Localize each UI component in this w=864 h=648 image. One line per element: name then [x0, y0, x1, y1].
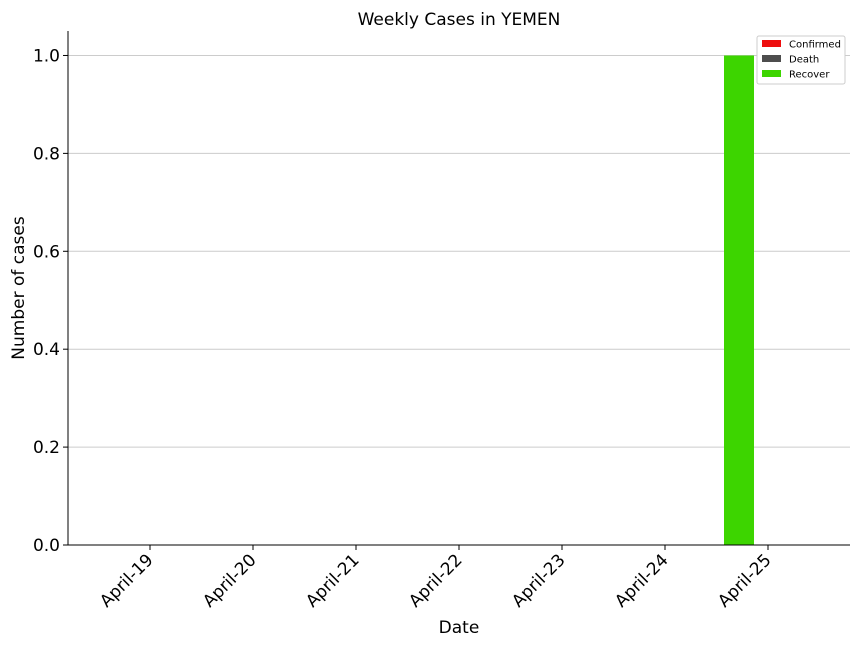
x-tick-label: April-20: [199, 550, 260, 611]
y-tick-label: 0.8: [33, 144, 60, 164]
x-ticks: April-19 April-20 April-21 April-22 April-23…: [96, 545, 776, 612]
y-tick-label: 0.4: [33, 340, 60, 360]
y-axis-label: Number of cases: [9, 216, 29, 360]
x-axis-label: Date: [439, 618, 480, 638]
y-tick-label: 1.0: [33, 46, 60, 66]
x-tick-label: April-25: [714, 550, 775, 611]
chart-title: Weekly Cases in YEMEN: [358, 10, 561, 30]
legend-swatch: [762, 40, 781, 47]
x-tick-label: April-24: [611, 550, 672, 611]
x-tick-label: April-19: [96, 550, 157, 611]
y-tick-label: 0.6: [33, 242, 60, 262]
legend-swatch: [762, 70, 781, 77]
legend-swatch: [762, 55, 781, 62]
legend: Confirmed Death Recover: [756, 35, 846, 85]
bars: [724, 55, 754, 545]
x-tick-label: April-23: [508, 550, 569, 611]
legend-label: Confirmed: [789, 40, 841, 51]
x-tick-label: April-22: [405, 550, 466, 611]
legend-label: Death: [789, 55, 819, 66]
y-tick-label: 0.2: [33, 438, 60, 458]
y-gridlines: [68, 54, 850, 448]
legend-label: Recover: [789, 70, 830, 81]
y-ticks: 0.0 0.2 0.4 0.6 0.8 1.0: [33, 46, 68, 556]
bar-recover-april-25: [724, 55, 754, 545]
y-tick-label: 0.0: [33, 536, 60, 556]
x-tick-label: April-21: [302, 550, 363, 611]
